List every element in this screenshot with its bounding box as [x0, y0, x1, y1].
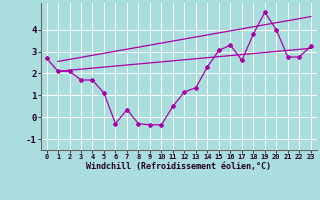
- X-axis label: Windchill (Refroidissement éolien,°C): Windchill (Refroidissement éolien,°C): [86, 162, 271, 171]
